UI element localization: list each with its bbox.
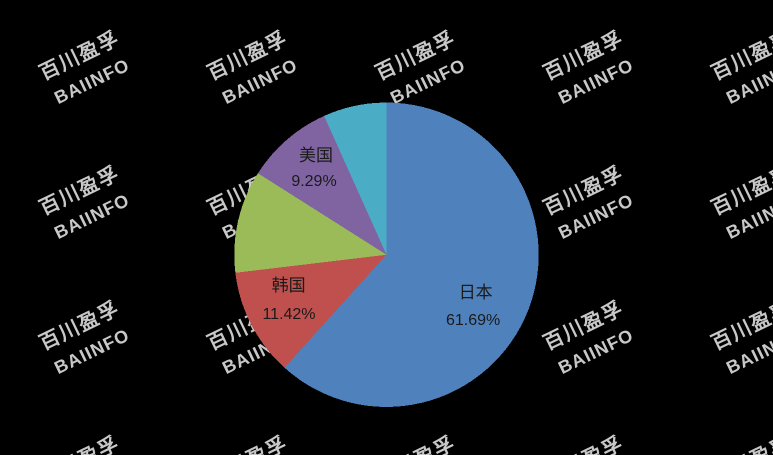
svg-text:61.69%: 61.69% [446, 312, 500, 329]
svg-text:韩国: 韩国 [272, 276, 306, 295]
svg-text:9.29%: 9.29% [291, 173, 336, 190]
svg-text:日本: 日本 [459, 283, 493, 302]
svg-text:11.42%: 11.42% [262, 306, 315, 323]
svg-text:美国: 美国 [299, 146, 333, 165]
